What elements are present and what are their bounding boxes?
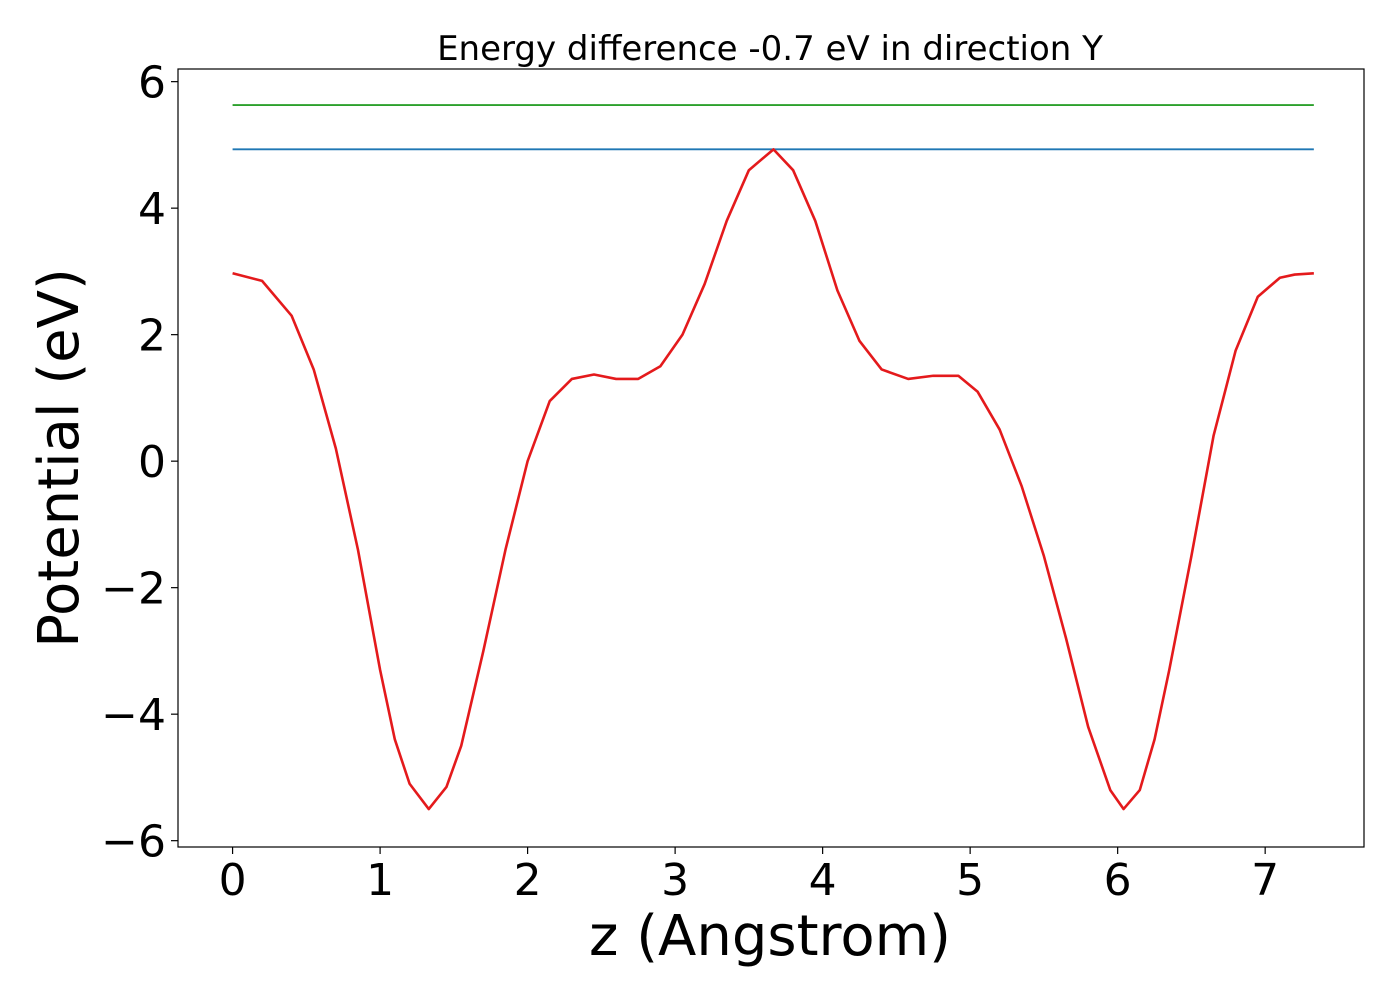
- x-axis-label: z (Angstrom): [589, 904, 951, 969]
- series-line-3: [232, 148, 1314, 811]
- y-tick-label: 2: [138, 311, 166, 362]
- chart-title: Energy difference -0.7 eV in direction Y: [437, 29, 1103, 69]
- x-tick-label: 1: [366, 855, 394, 906]
- x-tick-label: 2: [514, 855, 542, 906]
- x-tick-label: 3: [661, 855, 689, 906]
- x-tick-label: 7: [1251, 855, 1279, 906]
- x-tick-label: 5: [956, 855, 984, 906]
- y-tick-label: −6: [101, 817, 166, 868]
- y-axis-ticks: −6 −4 −2 0 2 4 6: [101, 58, 178, 868]
- y-tick-label: 0: [138, 437, 166, 488]
- series-layer: [232, 104, 1314, 811]
- x-axis-ticks: 0 1 2 3 4 5 6 7: [219, 847, 1279, 906]
- x-tick-label: 6: [1104, 855, 1132, 906]
- y-tick-label: 6: [138, 58, 166, 109]
- y-tick-label: −4: [101, 690, 166, 741]
- x-tick-label: 0: [219, 855, 247, 906]
- y-tick-label: −2: [101, 564, 166, 615]
- plot-frame: [177, 68, 1365, 848]
- x-tick-label: 4: [809, 855, 837, 906]
- y-tick-label: 4: [138, 184, 166, 235]
- y-axis-label: Potential (eV): [27, 268, 92, 648]
